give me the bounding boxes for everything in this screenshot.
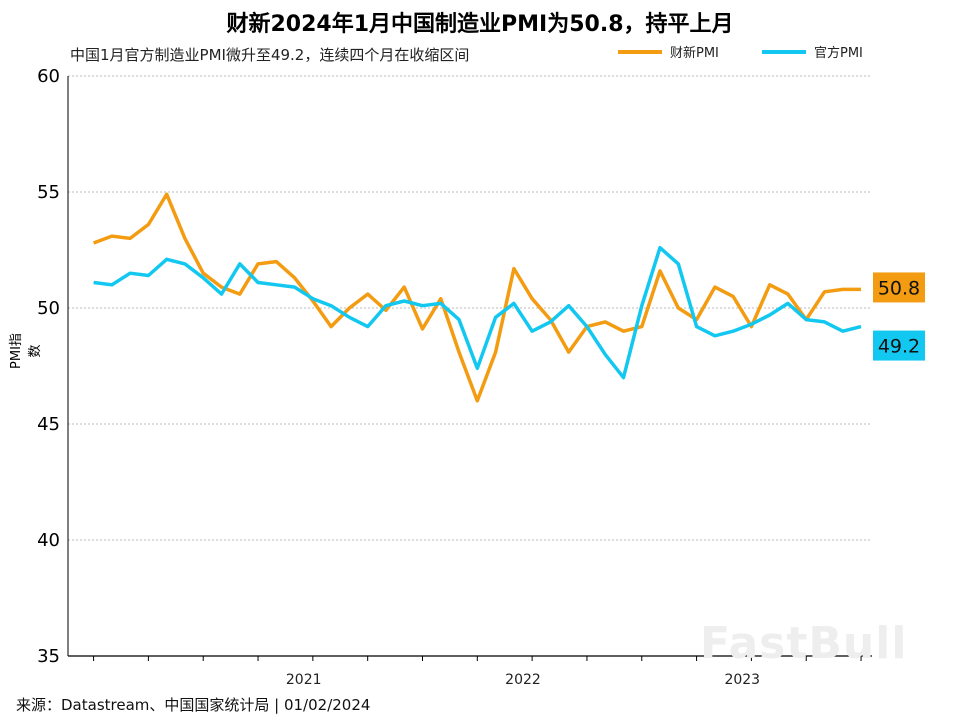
y-tick-label-50: 50 (37, 298, 60, 319)
x-tick-label-2021: 2021 (286, 672, 322, 688)
y-tick-label-40: 40 (37, 530, 60, 551)
chart-title: 财新2024年1月中国制造业PMI为50.8，持平上月 (226, 12, 734, 37)
legend-label-caixin: 财新PMI (670, 46, 719, 61)
source-note: 来源：Datastream、中国国家统计局 | 01/02/2024 (16, 696, 371, 714)
series-line-caixin (92, 192, 861, 403)
legend-entry-caixin: 财新PMI (618, 42, 719, 61)
end-label-box-official (873, 330, 925, 361)
legend-label-official: 官方PMI (814, 46, 863, 61)
legend-swatch-caixin (618, 49, 662, 54)
end-label-caixin: 50.8 (878, 277, 920, 299)
y-tick-label-45: 45 (37, 414, 60, 435)
x-tick-label-2022: 2022 (505, 672, 541, 688)
legend-entry-official: 官方PMI (762, 42, 863, 61)
y-tick-label-55: 55 (37, 182, 60, 203)
y-tick-label-60: 60 (37, 66, 60, 87)
end-label-box-caixin (873, 272, 925, 303)
y-tick-label-35: 35 (37, 646, 60, 667)
end-label-official: 49.2 (878, 336, 920, 358)
series-line-official (93, 245, 862, 380)
x-tick-label-2023: 2023 (724, 672, 760, 688)
watermark-logo: FastBull (700, 618, 908, 669)
legend-swatch-official (762, 49, 806, 54)
chart-subtitle: 中国1月官方制造业PMI微升至49.2，连续四个月在收缩区间 (70, 46, 470, 64)
